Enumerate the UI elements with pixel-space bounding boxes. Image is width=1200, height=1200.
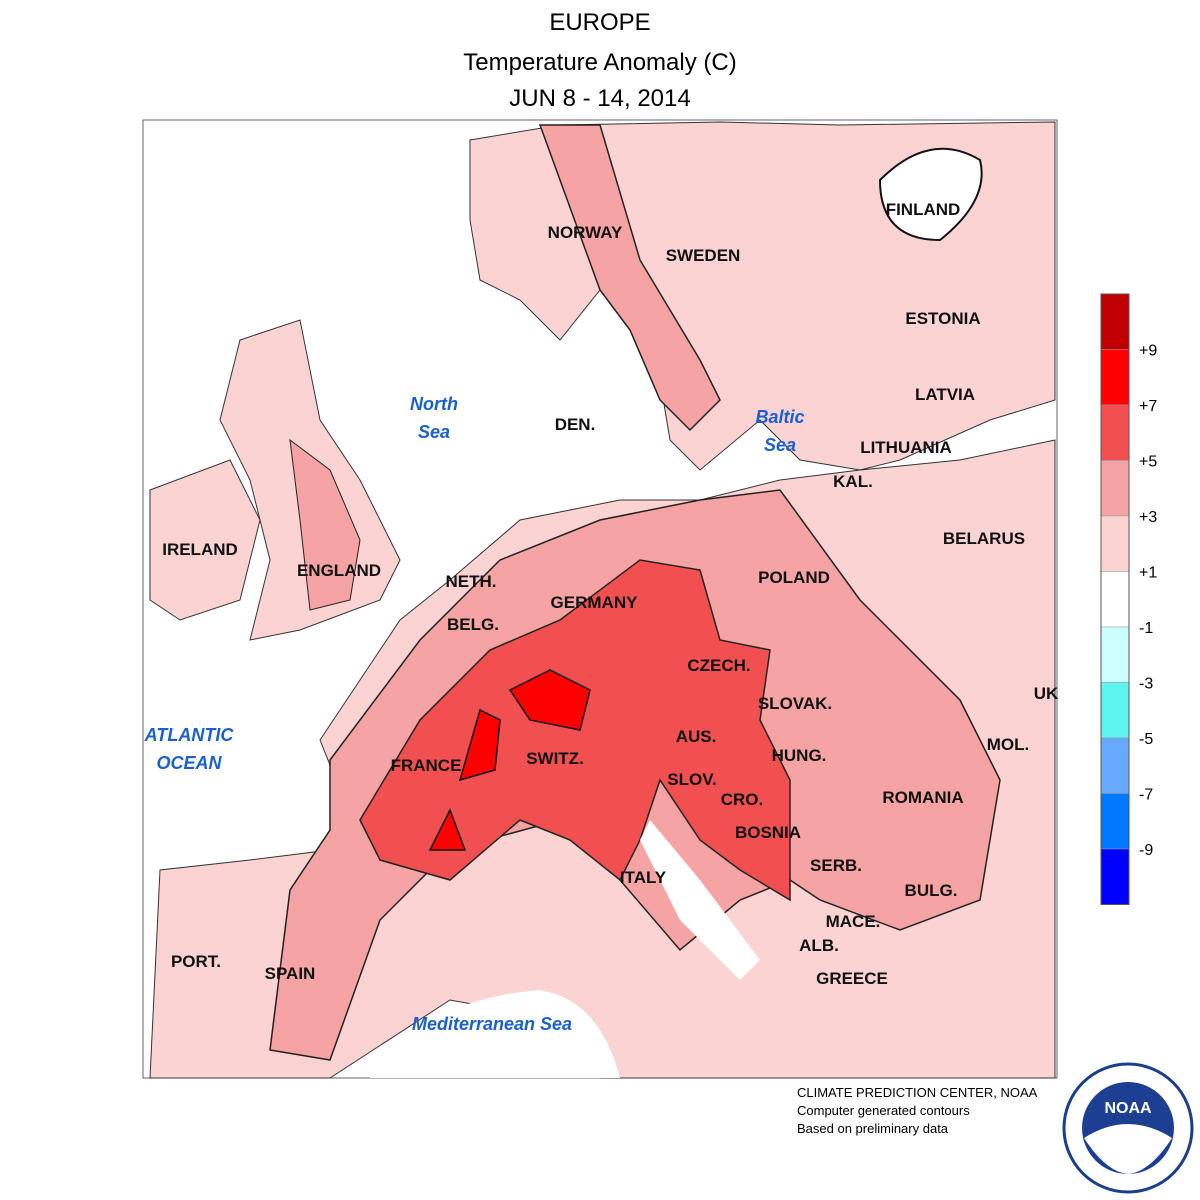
country-label: GREECE — [816, 969, 888, 988]
legend-swatch — [1100, 349, 1130, 406]
legend-swatch — [1100, 626, 1130, 683]
legend-swatch — [1100, 515, 1130, 572]
sea-label: ATLANTIC — [144, 725, 235, 745]
country-label: CRO. — [721, 790, 764, 809]
country-label: BOSNIA — [735, 823, 801, 842]
country-label: IRELAND — [162, 540, 238, 559]
country-label: LATVIA — [915, 385, 975, 404]
country-label: BULG. — [905, 881, 958, 900]
legend-tick: +1 — [1139, 565, 1157, 582]
legend-tick: -1 — [1139, 620, 1153, 637]
neutral-area — [878, 147, 983, 242]
country-label: SERB. — [810, 856, 862, 875]
country-label: HUNG. — [772, 746, 827, 765]
credit: Based on preliminary data — [797, 1121, 949, 1136]
country-label: NETH. — [446, 572, 497, 591]
country-label: SWEDEN — [666, 246, 741, 265]
country-label: UK — [1034, 684, 1059, 703]
country-label: BELARUS — [943, 529, 1025, 548]
sea-label: Baltic — [755, 407, 804, 427]
country-label: POLAND — [758, 568, 830, 587]
legend-swatch — [1100, 737, 1130, 794]
legend-swatch — [1100, 682, 1130, 739]
country-label: GERMANY — [551, 593, 639, 612]
subtitle: Temperature Anomaly (C) — [463, 49, 736, 76]
country-label: ALB. — [799, 936, 839, 955]
country-label: FINLAND — [886, 200, 961, 219]
country-label: AUS. — [676, 727, 717, 746]
sea-med — [370, 990, 620, 1078]
title: EUROPE — [549, 9, 650, 36]
country-label: ROMANIA — [882, 788, 963, 807]
legend-swatch — [1100, 293, 1130, 350]
credit: Computer generated contours — [797, 1103, 970, 1118]
country-label: SLOVAK. — [758, 694, 832, 713]
country-label: SPAIN — [265, 964, 316, 983]
sea-label: Mediterranean Sea — [412, 1014, 572, 1034]
country-label: DEN. — [555, 415, 596, 434]
sea-label: Sea — [418, 422, 450, 442]
legend-tick: -3 — [1139, 676, 1153, 693]
sea-adriatic — [640, 820, 760, 980]
period: JUN 8 - 14, 2014 — [509, 85, 690, 112]
legend-tick: +5 — [1139, 454, 1157, 471]
country-label: CZECH. — [687, 656, 750, 675]
warm-band — [538, 124, 721, 432]
sea-label: North — [410, 394, 458, 414]
legend-swatch — [1100, 848, 1130, 905]
legend-swatch — [1100, 404, 1130, 461]
legend-tick: +7 — [1139, 398, 1157, 415]
country-label: ITALY — [620, 868, 667, 887]
country-label: MACE. — [826, 912, 881, 931]
legend-tick: -7 — [1139, 787, 1153, 804]
warm-britain — [289, 438, 361, 611]
legend-swatch — [1100, 460, 1130, 517]
country-label: PORT. — [171, 952, 221, 971]
sea-label: Sea — [764, 435, 796, 455]
country-label: ENGLAND — [297, 561, 381, 580]
logo-text: NOAA — [1104, 1100, 1152, 1117]
legend-tick: +3 — [1139, 509, 1157, 526]
country-label: SLOV. — [667, 770, 716, 789]
land-ireland — [149, 459, 261, 621]
legend-swatch — [1100, 793, 1130, 850]
country-label: BELG. — [447, 615, 499, 634]
legend-swatch — [1100, 571, 1130, 628]
country-label: ESTONIA — [905, 309, 980, 328]
map — [142, 119, 1058, 1079]
legend-tick: -9 — [1139, 842, 1153, 859]
credit: CLIMATE PREDICTION CENTER, NOAA — [797, 1085, 1038, 1100]
hottest-area — [428, 808, 467, 851]
country-label: LITHUANIA — [860, 438, 952, 457]
country-label: SWITZ. — [526, 749, 584, 768]
country-label: NORWAY — [548, 223, 623, 242]
country-label: FRANCE — [391, 756, 462, 775]
country-label: MOL. — [987, 735, 1030, 754]
noaa-logo: NOAA — [1062, 1062, 1194, 1194]
legend-frame — [1100, 293, 1130, 905]
hottest-area — [508, 669, 591, 731]
legend-tick: -5 — [1139, 731, 1153, 748]
hottest-area — [458, 708, 501, 782]
hot-region — [359, 559, 791, 902]
legend-tick: +9 — [1139, 343, 1157, 360]
country-label: KAL. — [833, 472, 873, 491]
sea-label: OCEAN — [156, 753, 222, 773]
